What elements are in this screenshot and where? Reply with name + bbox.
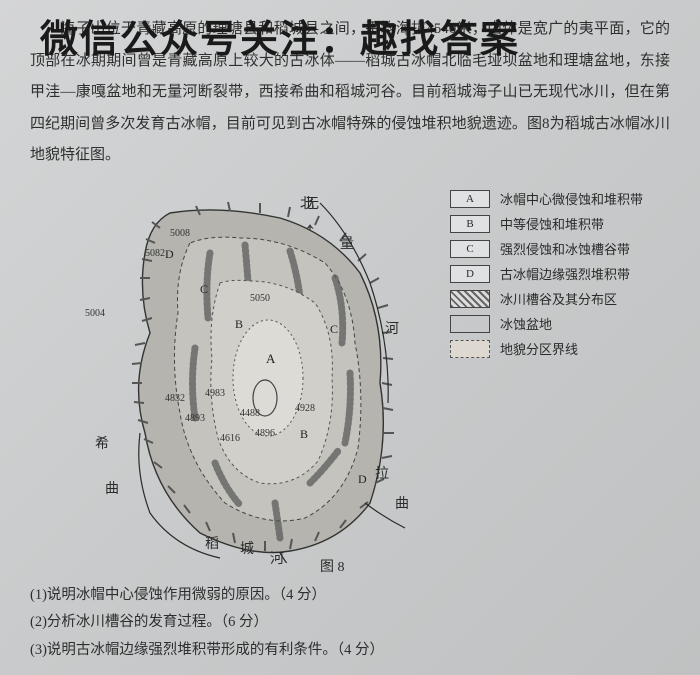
question-2: (2)分析冰川槽谷的发育过程。（6 分） <box>30 609 670 637</box>
river-xi: 希 <box>95 433 109 453</box>
river-qu1: 曲 <box>105 478 119 498</box>
legend-label-trough: 冰川槽谷及其分布区 <box>500 289 617 308</box>
legend-row-c: C 强烈侵蚀和冰蚀槽谷带 <box>450 238 680 260</box>
watermark-text: 微信公众号关注：趣找答案 <box>40 8 520 63</box>
river-he1: 河 <box>385 318 399 338</box>
question-1: (1)说明冰帽中心侵蚀作用微弱的原因。（4 分） <box>30 582 670 610</box>
q2-text: 分析冰川槽谷的发育过程。（6 分） <box>47 614 268 630</box>
elev-5004: 5004 <box>85 308 105 319</box>
legend-swatch-a: A <box>450 190 490 208</box>
legend-row-a: A 冰帽中心微侵蚀和堆积带 <box>450 188 680 210</box>
legend-label-boundary: 地貌分区界线 <box>500 339 578 358</box>
river-liang: 量 <box>340 233 354 253</box>
legend-row-d: D 古冰帽边缘强烈堆积带 <box>450 263 680 285</box>
legend-label-basin: 冰蚀盆地 <box>500 314 552 333</box>
q3-text: 说明古冰帽边缘强烈堆积带形成的有利条件。（4 分） <box>47 642 384 658</box>
map-legend: A 冰帽中心微侵蚀和堆积带 B 中等侵蚀和堆积带 C 强烈侵蚀和冰蚀槽谷带 D … <box>450 188 680 363</box>
questions-block: (1)说明冰帽中心侵蚀作用微弱的原因。（4 分） (2)分析冰川槽谷的发育过程。… <box>30 582 670 665</box>
river-la: 拉 <box>375 463 389 483</box>
figure-8: 北 ↑ <box>50 178 690 578</box>
legend-row-b: B 中等侵蚀和堆积带 <box>450 213 680 235</box>
svg-text:B: B <box>235 317 243 331</box>
legend-label-c: 强烈侵蚀和冰蚀槽谷带 <box>500 239 630 258</box>
legend-swatch-basin <box>450 315 490 333</box>
figure-caption: 图 8 <box>320 556 345 576</box>
q1-num: (1) <box>30 587 47 603</box>
svg-text:A: A <box>266 351 276 366</box>
river-wu: 无 <box>305 193 319 213</box>
elev-4488: 4488 <box>240 408 260 419</box>
legend-label-d: 古冰帽边缘强烈堆积带 <box>500 264 630 283</box>
river-qu2: 曲 <box>395 493 409 513</box>
legend-swatch-c: C <box>450 240 490 258</box>
document-page: 微信公众号关注：趣找答案 海子山位于青藏高原的理塘县和稻城县之间，平均海拔454… <box>0 0 700 675</box>
elev-4616: 4616 <box>220 433 240 444</box>
elev-5050: 5050 <box>250 293 270 304</box>
legend-label-b: 中等侵蚀和堆积带 <box>500 214 604 233</box>
river-he2: 河 <box>270 548 284 568</box>
question-3: (3)说明古冰帽边缘强烈堆积带形成的有利条件。（4 分） <box>30 637 670 665</box>
svg-text:C: C <box>330 322 338 336</box>
svg-text:D: D <box>358 472 367 486</box>
legend-swatch-b: B <box>450 215 490 233</box>
legend-row-boundary: 地貌分区界线 <box>450 338 680 360</box>
legend-swatch-trough <box>450 290 490 308</box>
elev-4928: 4928 <box>295 403 315 414</box>
q1-text: 说明冰帽中心侵蚀作用微弱的原因。（4 分） <box>47 587 326 603</box>
legend-swatch-boundary <box>450 340 490 358</box>
q2-num: (2) <box>30 614 47 630</box>
elev-4983: 4983 <box>205 388 225 399</box>
elev-4896: 4896 <box>255 428 275 439</box>
river-cheng: 城 <box>240 538 254 558</box>
river-dao: 稻 <box>205 533 219 553</box>
svg-text:D: D <box>165 247 174 261</box>
elev-4832: 4832 <box>165 393 185 404</box>
legend-row-basin: 冰蚀盆地 <box>450 313 680 335</box>
legend-label-a: 冰帽中心微侵蚀和堆积带 <box>500 189 643 208</box>
q3-num: (3) <box>30 642 47 658</box>
svg-text:C: C <box>200 282 208 296</box>
elev-4893: 4893 <box>185 413 205 424</box>
legend-swatch-d: D <box>450 265 490 283</box>
elev-5082: 5082 <box>145 248 165 259</box>
elev-5008: 5008 <box>170 228 190 239</box>
glacier-map: A B B C C D D <box>90 183 430 563</box>
legend-row-trough: 冰川槽谷及其分布区 <box>450 288 680 310</box>
svg-text:B: B <box>300 427 308 441</box>
